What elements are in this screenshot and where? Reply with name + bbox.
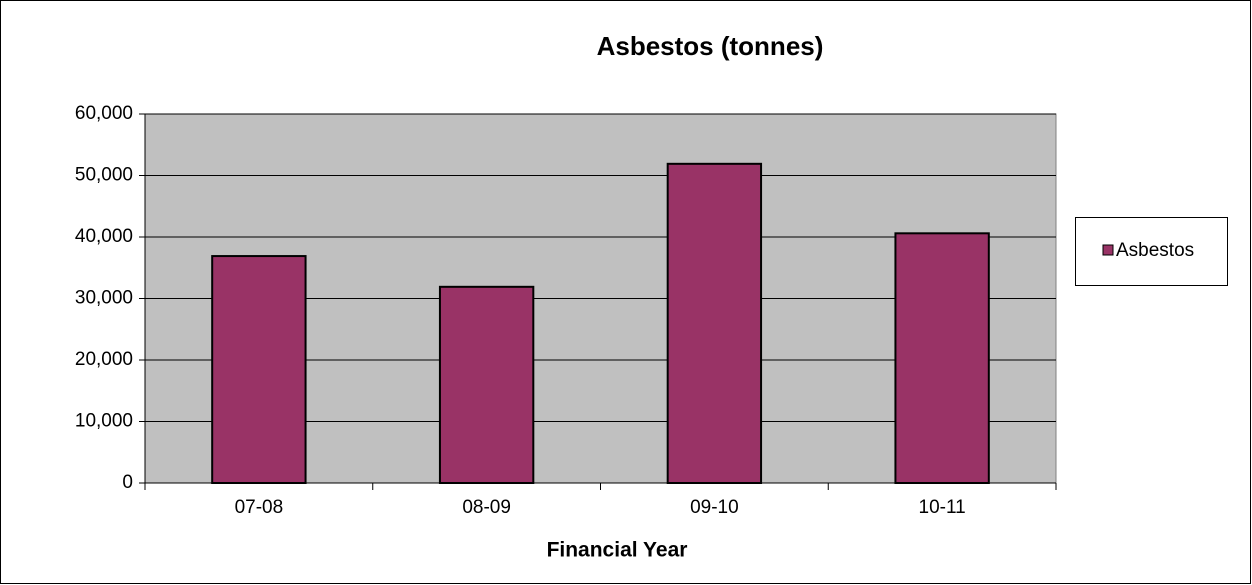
chart-title: Asbestos (tonnes)	[597, 31, 824, 61]
x-tick-label: 07-08	[235, 497, 284, 518]
y-tick-label: 40,000	[75, 226, 133, 247]
bar	[894, 232, 990, 484]
legend-box	[1075, 217, 1228, 286]
y-tick-label: 20,000	[75, 349, 133, 370]
y-tick-label: 10,000	[75, 411, 133, 432]
legend-swatch	[1102, 244, 1114, 256]
y-tick-label: 0	[122, 472, 133, 493]
y-tick-label: 60,000	[75, 103, 133, 124]
bar	[666, 162, 763, 484]
x-tick-label: 10-11	[919, 497, 966, 518]
legend-label: Asbestos	[1116, 240, 1194, 261]
y-tick-label: 30,000	[75, 288, 133, 309]
x-axis-label: Financial Year	[547, 539, 688, 562]
bar	[211, 255, 307, 484]
x-tick-label: 08-09	[462, 497, 511, 518]
y-tick-label: 50,000	[75, 165, 133, 186]
x-tick-label: 09-10	[690, 497, 739, 518]
bar	[438, 285, 535, 484]
